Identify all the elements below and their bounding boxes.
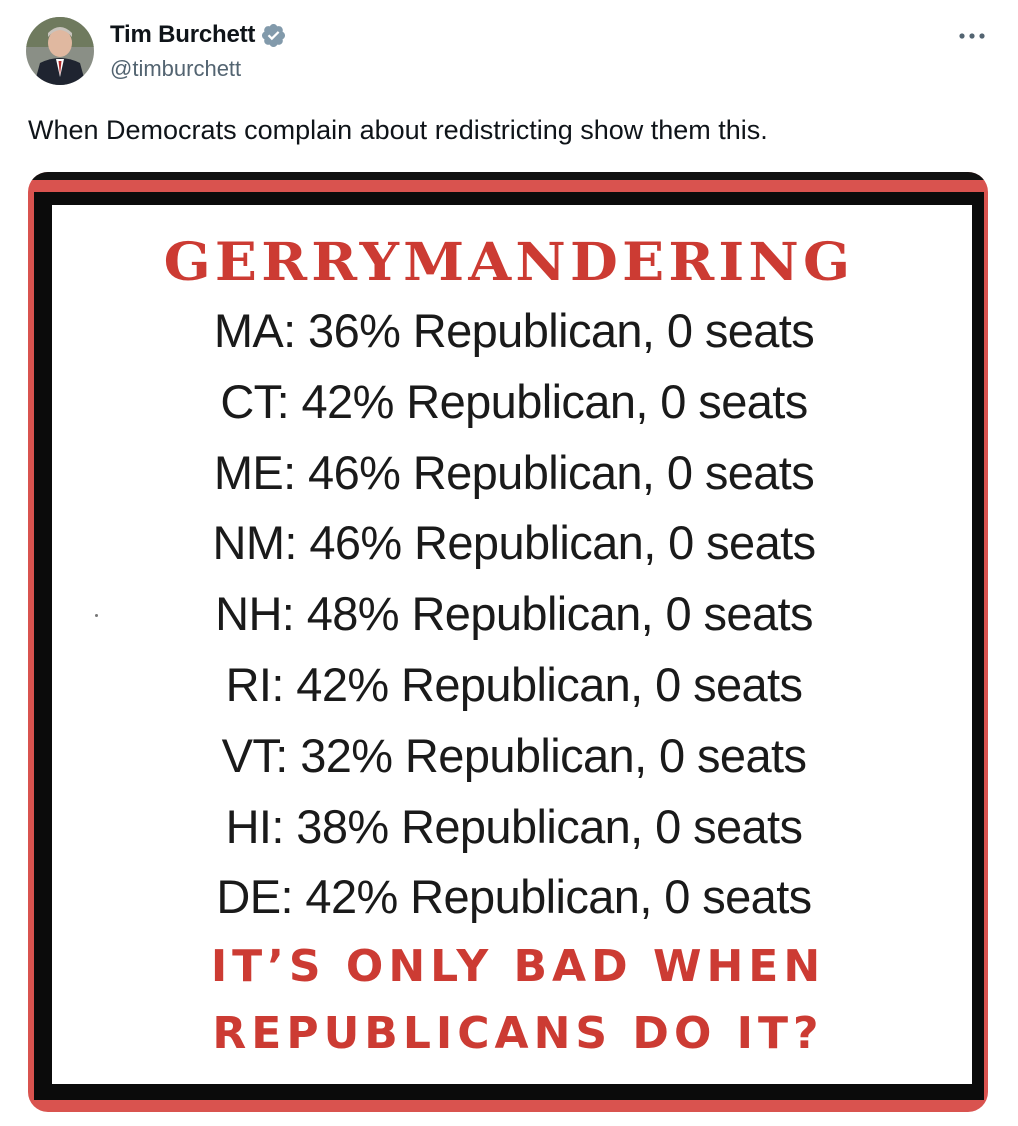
author-name-row: Tim Burchett bbox=[110, 18, 287, 52]
poster-title: GERRYMANDERING bbox=[163, 232, 855, 293]
image-frame-top bbox=[28, 172, 988, 180]
tweet-media-image[interactable] bbox=[28, 172, 988, 1112]
poster-stat-line: RI: 42% Republican, 0 seats bbox=[225, 657, 803, 711]
image-panel bbox=[52, 205, 972, 1084]
image-black-frame bbox=[34, 192, 984, 1100]
poster-stat-line: NM: 46% Republican, 0 seats bbox=[212, 516, 817, 570]
poster-stat-line: CT: 42% Republican, 0 seats bbox=[220, 374, 808, 428]
author-avatar-image bbox=[26, 17, 94, 85]
image-artifact-dot bbox=[95, 614, 98, 617]
poster-stat-line: NH: 48% Republican, 0 seats bbox=[215, 587, 813, 641]
poster-stat-line: VT: 32% Republican, 0 seats bbox=[221, 728, 807, 782]
poster-stat-line: MA: 36% Republican, 0 seats bbox=[213, 304, 815, 357]
poster-stat-line: DE: 42% Republican, 0 seats bbox=[216, 870, 812, 924]
poster-stat-line: HI: 38% Republican, 0 seats bbox=[225, 799, 803, 853]
poster-tagline-line2: REPUBLICANS DO IT? bbox=[212, 1008, 824, 1059]
poster-stat-list: MA: 36% Republican, 0 seats CT: 42% Repu… bbox=[0, 300, 1018, 937]
more-options-button[interactable] bbox=[954, 22, 990, 50]
author-name[interactable]: Tim Burchett bbox=[110, 21, 256, 48]
poster-stat-line: ME: 46% Republican, 0 seats bbox=[213, 445, 815, 499]
more-horizontal-icon bbox=[959, 33, 985, 39]
poster-tagline-line1: IT’S ONLY BAD WHEN bbox=[210, 941, 826, 992]
author-avatar[interactable] bbox=[26, 17, 94, 85]
author-handle[interactable]: @timburchett bbox=[110, 56, 242, 81]
verified-badge-icon bbox=[260, 22, 287, 49]
tweet-text: When Democrats complain about redistrict… bbox=[28, 115, 768, 145]
